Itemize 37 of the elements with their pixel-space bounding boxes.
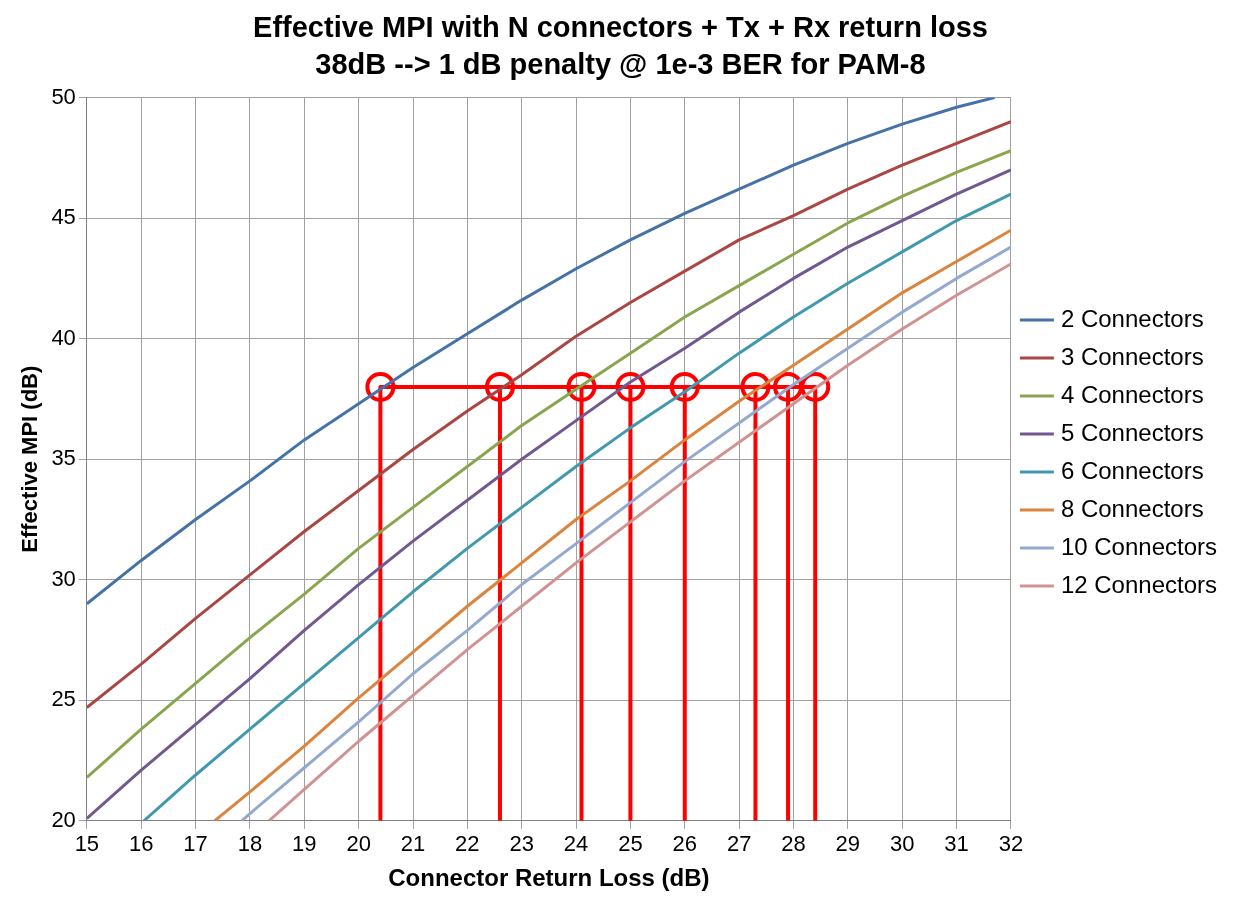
x-axis-title: Connector Return Loss (dB) (388, 864, 710, 892)
x-tick-label: 22 (455, 831, 480, 857)
legend-label: 2 Connectors (1060, 304, 1204, 332)
legend-label: 4 Connectors (1060, 380, 1204, 408)
legend-label: 12 Connectors (1060, 570, 1217, 598)
x-tick-label: 26 (672, 831, 698, 857)
legend-label: 6 Connectors (1060, 456, 1204, 484)
x-tick-label: 19 (292, 831, 317, 857)
y-axis-title: Effective MPI (dB) (17, 365, 43, 553)
y-tick-label: 50 (51, 83, 76, 109)
x-tick-label: 15 (74, 831, 100, 857)
y-tick-label: 40 (51, 324, 76, 350)
chart-title: Effective MPI with N connectors + Tx + Rx return loss (253, 11, 988, 44)
y-tick-label: 30 (51, 565, 76, 591)
y-tick-label: 45 (51, 204, 76, 230)
x-tick-label: 17 (183, 831, 208, 857)
chart-subtitle: 38dB --> 1 dB penalty @ 1e-3 BER for PAM-8 (315, 48, 926, 81)
x-tick-label: 16 (128, 831, 154, 857)
legend-label: 3 Connectors (1060, 342, 1204, 370)
x-tick-label: 18 (237, 831, 263, 857)
x-tick-label: 31 (944, 831, 969, 857)
x-tick-label: 27 (726, 831, 752, 857)
x-tick-label: 24 (563, 831, 589, 857)
x-tick-label: 28 (781, 831, 806, 857)
x-tick-label: 21 (400, 831, 426, 857)
x-tick-label: 30 (889, 831, 915, 857)
y-tick-label: 20 (51, 806, 76, 832)
y-tick-label: 25 (51, 686, 76, 712)
legend-label: 8 Connectors (1060, 494, 1204, 522)
y-tick-label: 35 (51, 445, 76, 471)
x-tick-label: 32 (998, 831, 1024, 857)
legend-label: 10 Connectors (1060, 532, 1217, 560)
legend-label: 5 Connectors (1060, 418, 1204, 446)
x-tick-label: 25 (618, 831, 643, 857)
x-tick-label: 20 (346, 831, 371, 857)
x-tick-label: 23 (509, 831, 534, 857)
x-tick-label: 29 (835, 831, 861, 857)
